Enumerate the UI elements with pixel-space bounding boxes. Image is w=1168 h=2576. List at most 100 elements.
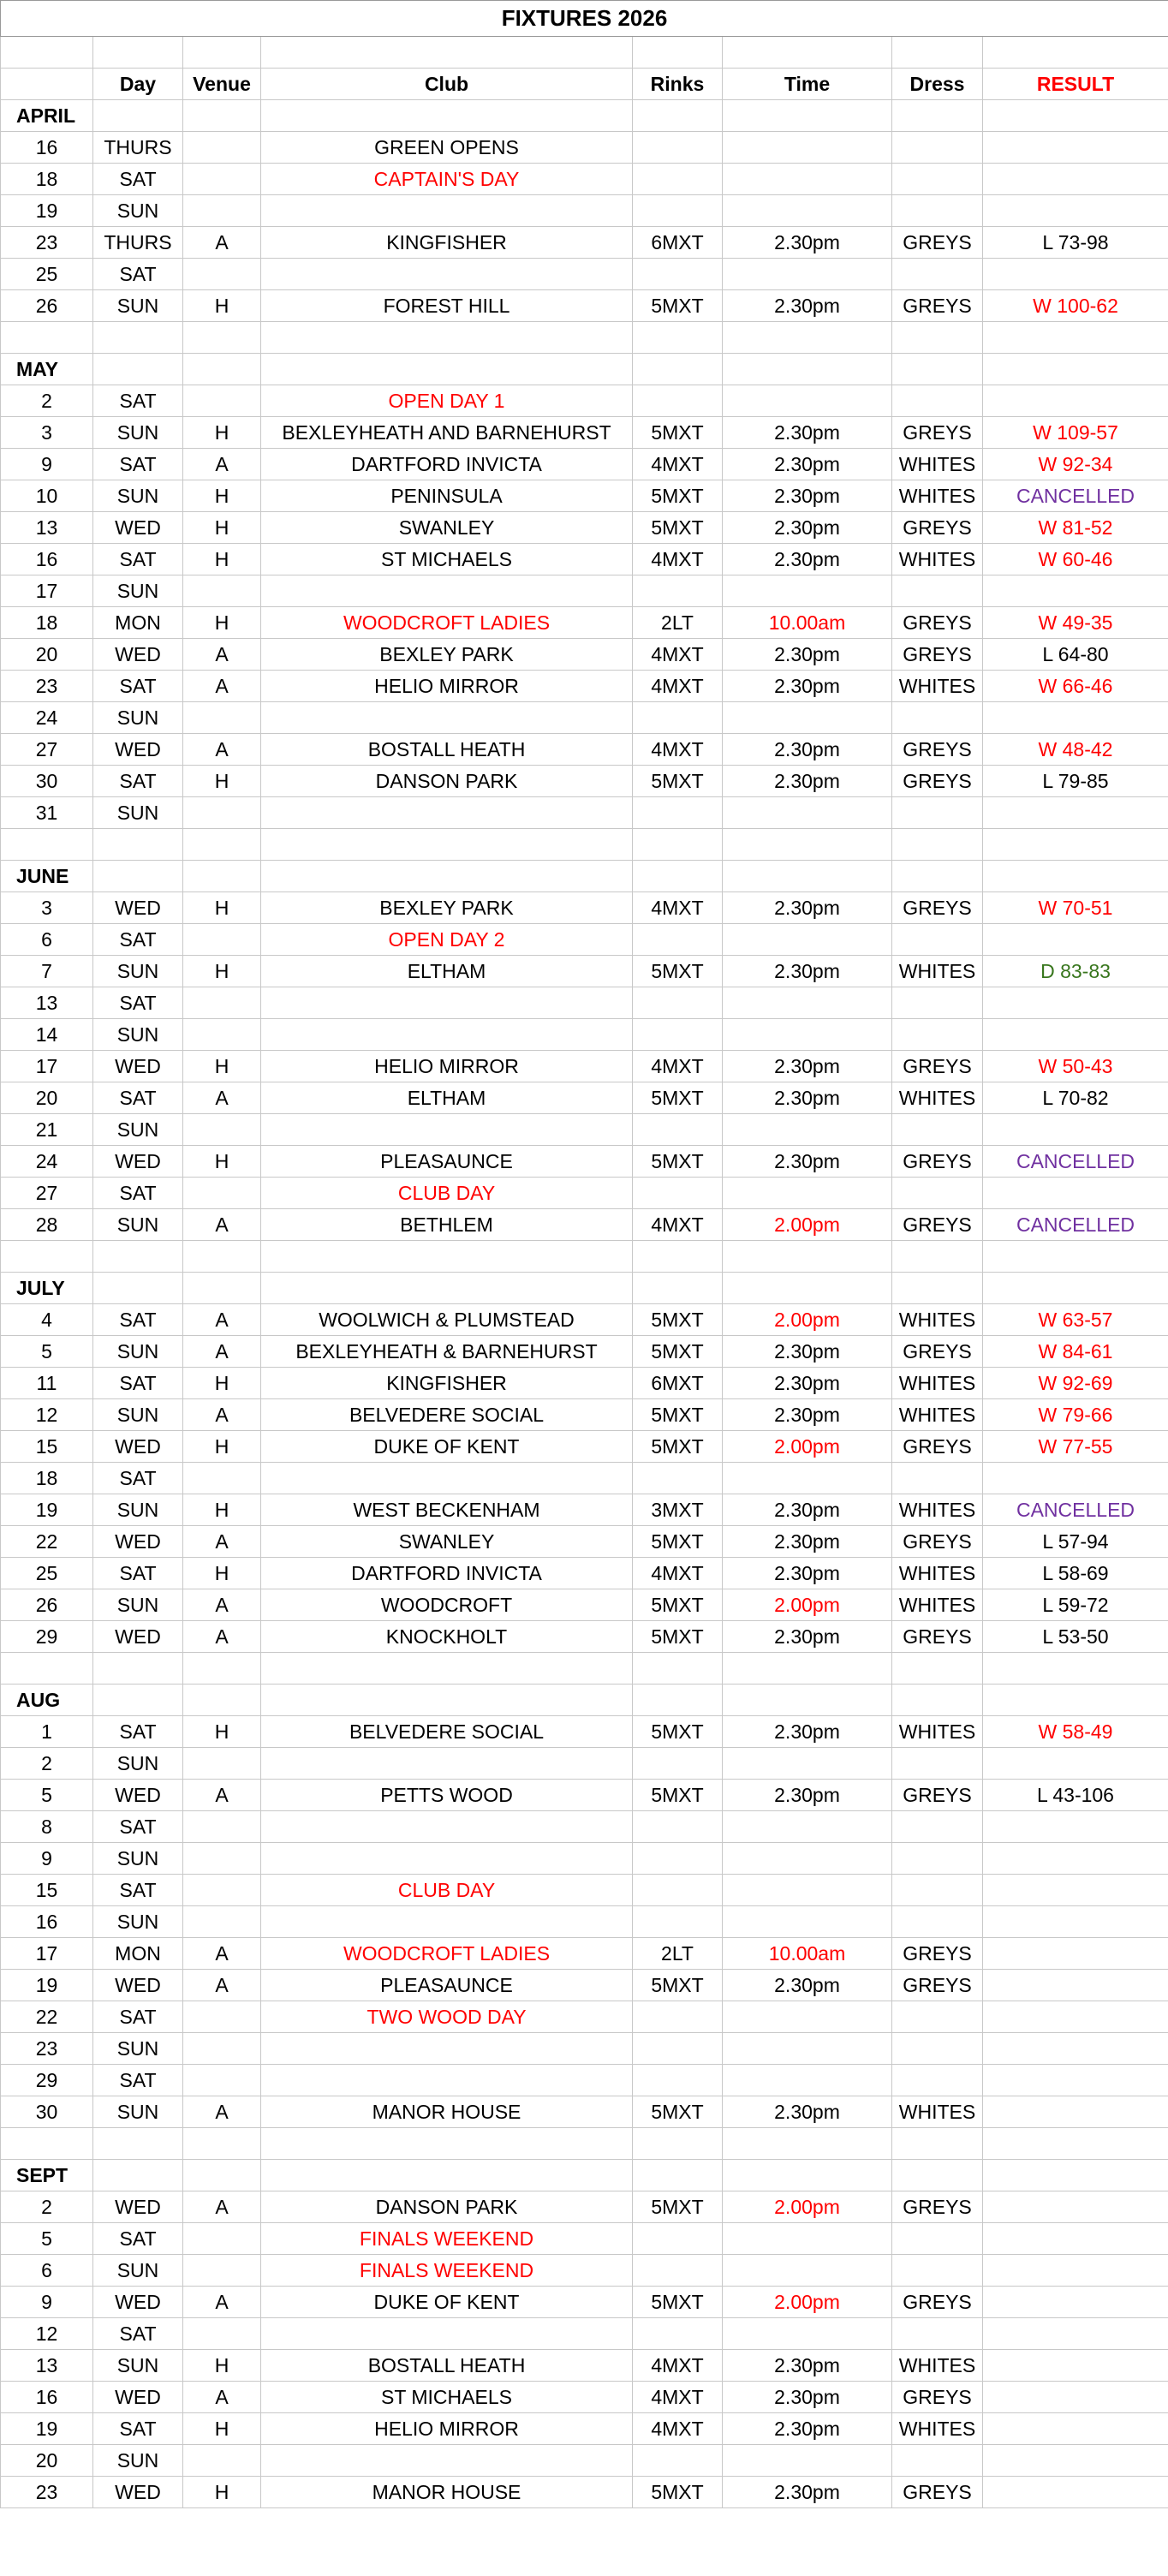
cell: L 58-69 <box>981 1557 1168 1589</box>
fixture-row: 16 SUN <box>0 1905 1168 1938</box>
cell: 2.30pm <box>722 226 892 259</box>
cell <box>722 353 892 385</box>
cell: 19 <box>0 2412 93 2445</box>
cell <box>260 1240 633 1273</box>
cell: 2.30pm <box>722 416 892 449</box>
cell <box>981 163 1168 195</box>
cell <box>981 796 1168 829</box>
cell <box>722 321 892 354</box>
cell: W 48-42 <box>981 733 1168 766</box>
cell: 24 <box>0 1145 93 1178</box>
cell: 19 <box>0 1494 93 1526</box>
fixture-row: 5 WED A PETTS WOOD 5MXT 2.30pm GREYS L 43-106 <box>0 1779 1168 1811</box>
cell <box>722 163 892 195</box>
cell: 12 <box>0 2317 93 2350</box>
cell: Club <box>260 68 633 100</box>
cell: H <box>182 891 261 924</box>
cell <box>722 2159 892 2191</box>
cell <box>722 385 892 417</box>
cell <box>632 194 723 227</box>
cell <box>981 2222 1168 2255</box>
cell <box>722 987 892 1019</box>
cell: L 70-82 <box>981 1082 1168 1114</box>
cell: 2.00pm <box>722 1208 892 1241</box>
cell <box>981 353 1168 385</box>
cell: WHITES <box>891 2412 983 2445</box>
cell: 18 <box>0 1462 93 1494</box>
cell <box>182 1874 261 1906</box>
cell: WED <box>92 2286 183 2318</box>
cell: W 92-34 <box>981 448 1168 480</box>
cell <box>632 321 723 354</box>
blank-row <box>0 1652 1168 1685</box>
fixture-row: 24 SUN <box>0 701 1168 734</box>
cell: W 77-55 <box>981 1430 1168 1463</box>
cell: W 79-66 <box>981 1398 1168 1431</box>
cell: TWO WOOD DAY <box>260 2001 633 2033</box>
cell: WED <box>92 2381 183 2413</box>
cell <box>632 923 723 956</box>
cell: 17 <box>0 575 93 607</box>
cell: 2.30pm <box>722 955 892 987</box>
cell <box>981 2412 1168 2445</box>
cell <box>981 2032 1168 2065</box>
cell <box>891 1684 983 1716</box>
cell <box>260 2064 633 2096</box>
cell: 2 <box>0 1747 93 1780</box>
cell <box>632 1177 723 1209</box>
cell: 2.30pm <box>722 1494 892 1526</box>
cell: 5 <box>0 1335 93 1368</box>
cell <box>260 2444 633 2477</box>
cell <box>632 2222 723 2255</box>
cell: 25 <box>0 1557 93 1589</box>
cell: 4MXT <box>632 543 723 575</box>
cell: 2.30pm <box>722 1050 892 1082</box>
fixture-row: 2 SAT OPEN DAY 1 <box>0 385 1168 417</box>
cell: 2.30pm <box>722 638 892 671</box>
cell <box>182 353 261 385</box>
cell: GREYS <box>891 1779 983 1811</box>
cell: WHITES <box>891 1494 983 1526</box>
cell <box>722 2444 892 2477</box>
cell <box>891 353 983 385</box>
month-label: JULY <box>0 1272 93 1304</box>
cell <box>260 2127 633 2160</box>
cell: 2.30pm <box>722 1525 892 1558</box>
cell: 2.30pm <box>722 765 892 797</box>
cell <box>0 1240 93 1273</box>
cell <box>182 796 261 829</box>
cell: SAT <box>92 163 183 195</box>
cell: GREYS <box>891 2476 983 2508</box>
cell: 2.00pm <box>722 2286 892 2318</box>
cell <box>182 2064 261 2096</box>
cell: A <box>182 1937 261 1970</box>
cell: SAT <box>92 987 183 1019</box>
cell: CANCELLED <box>981 1145 1168 1178</box>
cell: MON <box>92 606 183 639</box>
cell <box>632 1018 723 1051</box>
cell <box>182 1240 261 1273</box>
cell <box>260 1018 633 1051</box>
cell: 2.30pm <box>722 448 892 480</box>
cell <box>722 2032 892 2065</box>
cell <box>891 321 983 354</box>
cell: A <box>182 1082 261 1114</box>
month-row: JULY <box>0 1272 1168 1304</box>
cell: SUN <box>92 1398 183 1431</box>
month-row: MAY <box>0 353 1168 385</box>
cell: W 63-57 <box>981 1303 1168 1336</box>
cell <box>722 1462 892 1494</box>
fixture-row: 19 WED A PLEASAUNCE 5MXT 2.30pm GREYS <box>0 1969 1168 2001</box>
cell: W 58-49 <box>981 1715 1168 1748</box>
fixture-row: 9 SAT A DARTFORD INVICTA 4MXT 2.30pm WHITES W 9… <box>0 448 1168 480</box>
cell: 5MXT <box>632 1398 723 1431</box>
cell <box>891 1874 983 1906</box>
cell: GREYS <box>891 1145 983 1178</box>
cell: 5MXT <box>632 289 723 322</box>
cell: 9 <box>0 448 93 480</box>
cell <box>981 701 1168 734</box>
fixture-row: 18 SAT CAPTAIN'S DAY <box>0 163 1168 195</box>
cell: HELIO MIRROR <box>260 2412 633 2445</box>
cell <box>182 860 261 892</box>
fixture-row: 13 WED H SWANLEY 5MXT 2.30pm GREYS W 81-52 <box>0 511 1168 544</box>
